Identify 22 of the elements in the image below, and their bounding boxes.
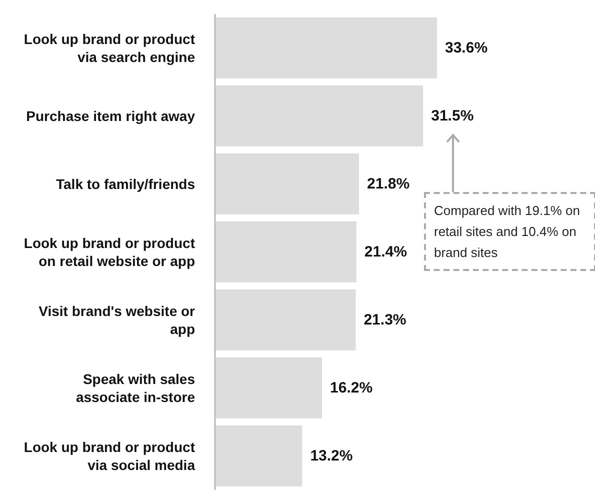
y-tick-label: Look up brand or product via search engine	[24, 31, 196, 65]
data-label: 33.6%	[445, 39, 488, 56]
y-tick-label: Speak with sales associate in-store	[76, 371, 196, 405]
y-tick-label: Look up brand or product via social media	[24, 439, 196, 473]
data-label: 21.8%	[367, 175, 410, 192]
bar	[215, 221, 356, 282]
data-label: 31.5%	[431, 107, 474, 124]
data-label: 13.2%	[310, 447, 353, 464]
y-tick-label: Look up brand or product on retail website or app	[24, 235, 196, 269]
bar	[215, 357, 322, 418]
data-label: 21.3%	[364, 311, 406, 328]
data-label: 16.2%	[330, 379, 373, 396]
data-label: 21.4%	[364, 243, 407, 260]
y-tick-label: Talk to family/friends	[56, 176, 196, 192]
bar	[215, 425, 302, 486]
bar	[215, 17, 437, 78]
bar	[215, 85, 424, 146]
bar	[215, 153, 360, 214]
bar	[215, 289, 356, 350]
y-tick-label: Visit brand's website or app	[38, 303, 196, 337]
annotation: Compared with 19.1% on retail sites and 10.4% on brand sites	[424, 192, 595, 271]
y-tick-label: Purchase item right away	[26, 108, 196, 124]
